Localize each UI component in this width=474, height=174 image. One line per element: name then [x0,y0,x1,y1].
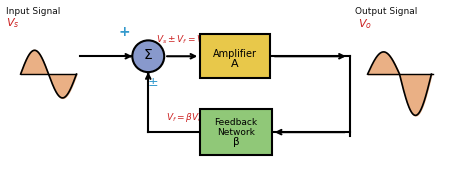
Text: $V_f = \beta V_o$: $V_f = \beta V_o$ [165,111,203,124]
Text: β: β [233,137,239,147]
Text: Amplifier: Amplifier [213,49,257,59]
Text: $V_s \pm V_f = V_d$: $V_s \pm V_f = V_d$ [156,34,209,46]
Text: Input Signal: Input Signal [6,7,60,16]
Text: Output Signal: Output Signal [355,7,417,16]
FancyBboxPatch shape [200,109,272,155]
Text: $\Sigma$: $\Sigma$ [143,48,153,62]
Text: $V_o$: $V_o$ [358,18,372,31]
FancyBboxPatch shape [200,34,270,78]
Text: Feedback: Feedback [214,118,257,127]
Circle shape [132,40,164,72]
Text: A: A [231,59,239,69]
Text: +: + [118,25,130,39]
Text: $\pm$: $\pm$ [146,76,158,89]
Text: $V_s$: $V_s$ [6,17,19,30]
Text: Network: Network [217,128,255,137]
